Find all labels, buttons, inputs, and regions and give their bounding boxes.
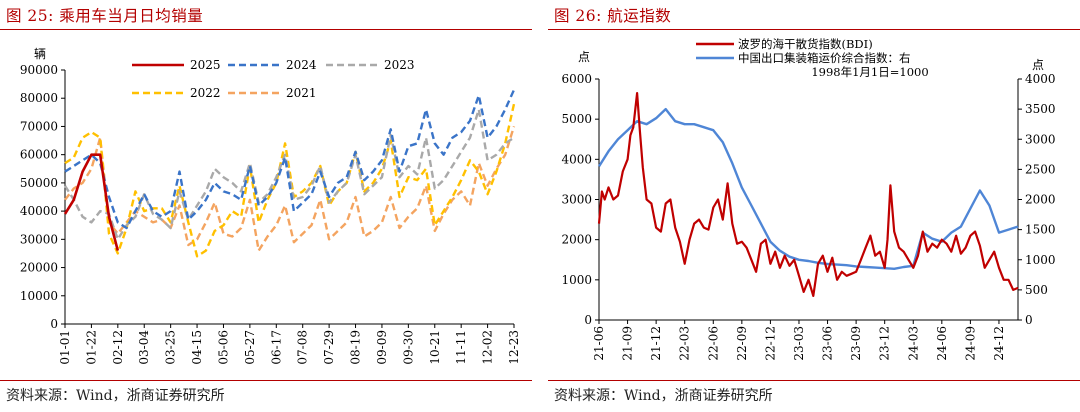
y-tick-label: 0 bbox=[50, 317, 58, 331]
series-line-ccfi bbox=[597, 107, 1019, 270]
right-y-tick-label: 0 bbox=[1025, 313, 1033, 327]
series-line-2025 bbox=[63, 153, 120, 251]
series-line-2021 bbox=[64, 126, 516, 252]
left-line-chart: 辆 0 10000 20000 30000 40000 50000 60000 70000 800… bbox=[20, 47, 521, 365]
x-tick-label: 04-15 bbox=[190, 330, 204, 365]
x-tick-label: 22-06 bbox=[706, 326, 720, 361]
y-tick-label: 20000 bbox=[20, 261, 58, 275]
x-tick-label: 03-25 bbox=[164, 330, 178, 365]
right-figure-title: 图 26: 航运指数 bbox=[554, 7, 672, 25]
left-source-rule bbox=[0, 380, 532, 381]
right-y-tick-label: 4000 bbox=[1025, 72, 1056, 86]
x-tick-label: 24-06 bbox=[935, 326, 949, 361]
legend-label-2025: 2025 bbox=[190, 58, 221, 72]
right-line-chart: 点点01000200030004000500060000500100015002… bbox=[561, 37, 1056, 361]
series-line-bdi bbox=[597, 92, 1019, 297]
left-y-tick-label: 0 bbox=[584, 313, 592, 327]
y-tick-label: 80000 bbox=[20, 91, 58, 105]
right-title-rule bbox=[548, 29, 1080, 30]
right-y-tick-label: 2000 bbox=[1025, 193, 1056, 207]
left-title-rule bbox=[0, 29, 532, 30]
left-y-tick-label: 3000 bbox=[561, 193, 592, 207]
x-tick-label: 22-12 bbox=[763, 326, 777, 361]
y-tick-label: 10000 bbox=[20, 289, 58, 303]
right-y-unit-label: 点 bbox=[1032, 58, 1044, 72]
series-line-2022 bbox=[64, 103, 516, 258]
x-tick-label: 24-03 bbox=[906, 326, 920, 361]
left-y-unit-label: 点 bbox=[578, 50, 590, 64]
legend-note-base-date: 1998年1月1日=1000 bbox=[811, 65, 928, 79]
right-figure-panel: 图 26: 航运指数 点点 0 1000 2000 3000 4000 5000 6000 0 5… bbox=[548, 0, 1080, 412]
x-tick-label: 23-03 bbox=[792, 326, 806, 361]
x-tick-label: 24-09 bbox=[963, 326, 977, 361]
x-tick-label: 08-19 bbox=[349, 330, 363, 365]
x-tick-label: 24-12 bbox=[992, 326, 1006, 361]
legend-label-2023: 2023 bbox=[384, 58, 415, 72]
y-tick-label: 40000 bbox=[20, 204, 58, 218]
x-tick-label: 22-03 bbox=[678, 326, 692, 361]
right-source-rule bbox=[548, 380, 1080, 381]
x-tick-label: 05-27 bbox=[243, 330, 257, 365]
x-tick-label: 22-09 bbox=[735, 326, 749, 361]
x-tick-label: 06-17 bbox=[269, 330, 283, 365]
x-tick-label: 21-09 bbox=[621, 326, 635, 361]
left-y-tick-label: 5000 bbox=[561, 112, 592, 126]
y-tick-label: 70000 bbox=[20, 119, 58, 133]
y-tick-label: 60000 bbox=[20, 148, 58, 162]
x-tick-label: 09-09 bbox=[375, 330, 389, 365]
left-y-tick-label: 2000 bbox=[561, 233, 592, 247]
x-tick-label: 07-08 bbox=[296, 330, 310, 365]
y-axis-unit-label: 辆 bbox=[34, 47, 46, 61]
y-tick-label: 30000 bbox=[20, 232, 58, 246]
x-tick-label: 09-30 bbox=[401, 330, 415, 365]
x-tick-label: 21-06 bbox=[592, 326, 606, 361]
x-tick-label: 03-04 bbox=[137, 330, 151, 365]
legend-label-bdi: 波罗的海干散货指数(BDI) bbox=[738, 37, 873, 51]
x-tick-label: 05-06 bbox=[216, 330, 230, 365]
left-y-tick-label: 6000 bbox=[561, 72, 592, 86]
right-y-tick-label: 3500 bbox=[1025, 102, 1056, 116]
y-tick-label: 90000 bbox=[20, 63, 58, 77]
x-tick-label: 21-12 bbox=[649, 326, 663, 361]
left-figure-title: 图 25: 乘用车当月日均销量 bbox=[6, 7, 204, 25]
x-tick-label: 01-01 bbox=[58, 330, 72, 365]
left-y-tick-label: 4000 bbox=[561, 152, 592, 166]
series-line-2023 bbox=[63, 108, 515, 241]
legend-label-2022: 2022 bbox=[190, 86, 221, 100]
y-tick-label: 50000 bbox=[20, 176, 58, 190]
x-tick-label: 23-06 bbox=[821, 326, 835, 361]
right-y-tick-label: 1000 bbox=[1025, 253, 1056, 267]
right-y-tick-label: 500 bbox=[1025, 283, 1048, 297]
left-y-tick-label: 1000 bbox=[561, 273, 592, 287]
x-tick-label: 07-29 bbox=[322, 330, 336, 365]
right-y-tick-label: 1500 bbox=[1025, 223, 1056, 237]
x-tick-label: 23-09 bbox=[849, 326, 863, 361]
legend-label-ccfi: 中国出口集装箱运价综合指数：右 bbox=[738, 51, 911, 65]
x-tick-label: 23-12 bbox=[878, 326, 892, 361]
x-tick-label: 02-12 bbox=[111, 330, 125, 365]
left-figure-panel: 图 25: 乘用车当月日均销量 辆 0 10000 20000 30000 40000 50… bbox=[0, 0, 532, 412]
x-tick-label: 01-22 bbox=[84, 330, 98, 365]
legend-label-2024: 2024 bbox=[286, 58, 317, 72]
x-tick-label: 11-11 bbox=[454, 330, 468, 365]
left-source-note: 资料来源：Wind，浙商证券研究所 bbox=[6, 388, 225, 404]
x-tick-label: 12-02 bbox=[481, 330, 495, 365]
right-y-tick-label: 2500 bbox=[1025, 162, 1056, 176]
x-tick-label: 12-23 bbox=[507, 330, 521, 365]
right-y-tick-label: 3000 bbox=[1025, 132, 1056, 146]
right-source-note: 资料来源：Wind，浙商证券研究所 bbox=[554, 388, 773, 404]
x-tick-label: 10-21 bbox=[428, 330, 442, 365]
legend-label-2021: 2021 bbox=[286, 86, 317, 100]
series-line-2024 bbox=[64, 89, 516, 230]
